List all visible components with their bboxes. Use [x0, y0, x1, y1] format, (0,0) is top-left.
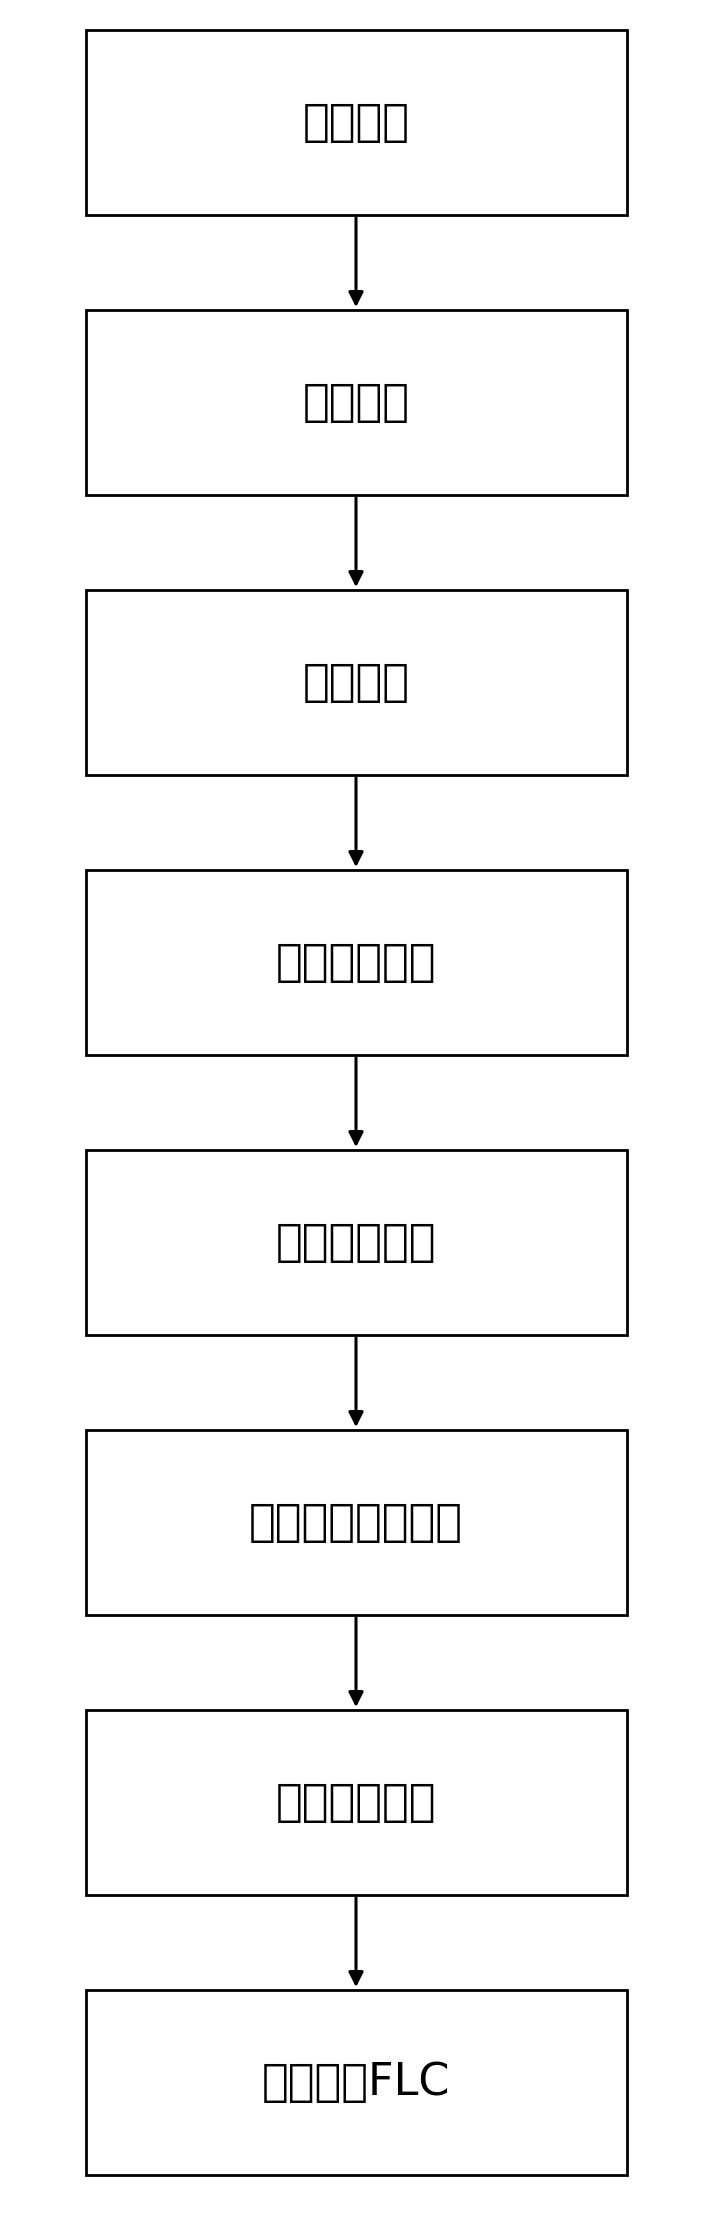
Text: 建立板料FLC: 建立板料FLC	[262, 2060, 450, 2105]
Text: 相机标定: 相机标定	[303, 380, 409, 425]
Text: 获取图像: 获取图像	[303, 660, 409, 705]
Bar	[85, 311, 627, 494]
Bar	[85, 1429, 627, 1615]
Text: 散斑应变计算: 散斑应变计算	[276, 942, 436, 984]
Bar	[85, 1991, 627, 2174]
Text: 试样准备: 试样准备	[303, 101, 409, 143]
Bar	[85, 870, 627, 1056]
Text: 求解极限应变: 求解极限应变	[276, 1781, 436, 1823]
Text: 拟合截线节点数据: 拟合截线节点数据	[249, 1501, 463, 1544]
Text: 创建平行截线: 创建平行截线	[276, 1221, 436, 1264]
Bar	[85, 1150, 627, 1335]
Bar	[85, 1709, 627, 1895]
Bar	[85, 591, 627, 774]
Bar	[85, 29, 627, 215]
